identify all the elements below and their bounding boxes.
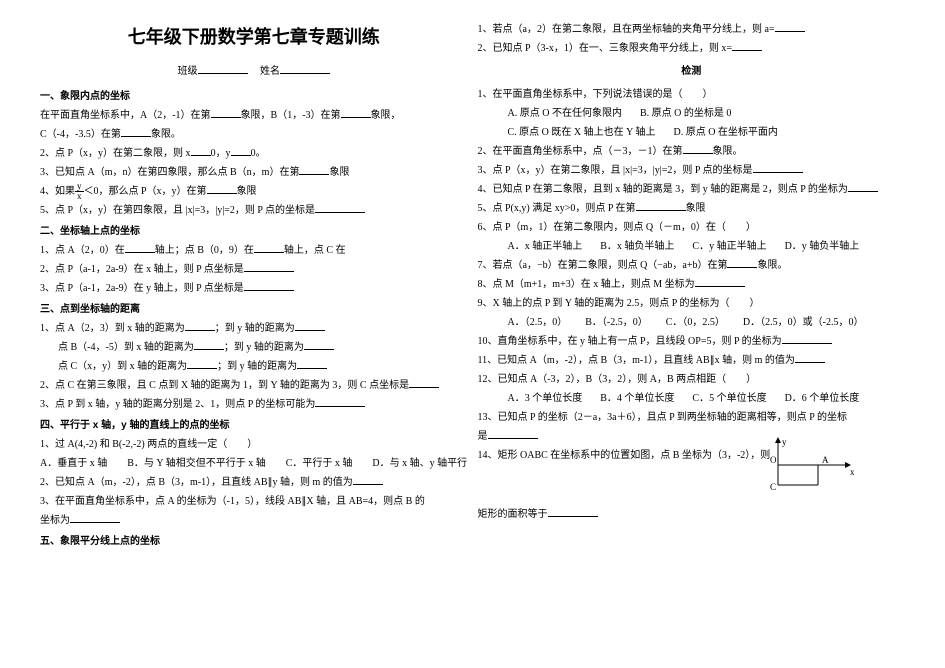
doc-title: 七年级下册数学第七章专题训练 <box>40 20 468 54</box>
coordinate-diagram: y x O A C <box>758 435 858 505</box>
s1-1-cont: C（-4，-3.5）在第象限。 <box>40 125 468 144</box>
t5: 5、点 P(x,y) 满足 xy>0，则点 P 在第象限 <box>478 199 906 218</box>
x-label: x <box>850 467 855 477</box>
s4-3b: 坐标为 <box>40 511 468 530</box>
t3: 3、点 P（x，y）在第二象限，且 |x|=3，|y|=2，则 P 点的坐标是 <box>478 161 906 180</box>
section4-head: 四、平行于 x 轴，y 轴的直线上的点的坐标 <box>40 416 468 435</box>
t12-opts: A．3 个单位长度B．4 个单位长度C．5 个单位长度D．6 个单位长度 <box>478 389 906 408</box>
section5-head: 五、象限平分线上点的坐标 <box>40 532 468 551</box>
s2-3: 3、点 P（a-1，2a-9）在 y 轴上，则 P 点坐标是 <box>40 279 468 298</box>
s3-1a: 1、点 A（2，3）到 x 轴的距离为；到 y 轴的距离为 <box>40 319 468 338</box>
s1-4: 4、如果yx＜0，那么点 P（x，y）在第象限 <box>40 182 468 201</box>
t10: 10、直角坐标系中，在 y 轴上有一点 P，且线段 OP=5，则 P 的坐标为 <box>478 332 906 351</box>
a-label: A <box>822 455 829 465</box>
s4-3: 3、在平面直角坐标系中，点 A 的坐标为（-1，5），线段 AB∥X 轴，且 A… <box>40 492 468 511</box>
page: 七年级下册数学第七章专题训练 班级 姓名 一、象限内点的坐标 在平面直角坐标系中… <box>0 0 945 571</box>
s2-1: 1、点 A（2，0）在轴上；点 B（0，9）在轴上，点 C 在 <box>40 241 468 260</box>
s1-5: 5、点 P（x，y）在第四象限，且 |x|=3，|y|=2，则 P 点的坐标是 <box>40 201 468 220</box>
t12: 12、已知点 A（-3，2），B（3，2），则 A，B 两点相距（ ） <box>478 370 906 389</box>
t11: 11、已知点 A（m，-2），点 B（3，m-1），且直线 AB∥x 轴，则 m… <box>478 351 906 370</box>
s3-1c: 点 C（x，y）到 x 轴的距离为；到 y 轴的距离为 <box>40 357 468 376</box>
name-label: 姓名 <box>260 66 280 77</box>
axes-icon: y x O A C <box>758 435 858 505</box>
s4-1: 1、过 A(4,-2) 和 B(-2,-2) 两点的直线一定（ ） <box>40 435 468 454</box>
s2-2: 2、点 P（a-1，2a-9）在 x 轴上，则 P 点坐标是 <box>40 260 468 279</box>
t1-opts1: A. 原点 O 不在任何象限内B. 原点 O 的坐标是 0 <box>478 104 906 123</box>
s3-2: 2、点 C 在第三象限，且 C 点到 X 轴的距离为 1，到 Y 轴的距离为 3… <box>40 376 468 395</box>
r1: 1、若点（a，2）在第二象限，且在两坐标轴的夹角平分线上，则 a= <box>478 20 906 39</box>
t9: 9、X 轴上的点 P 到 Y 轴的距离为 2.5，则点 P 的坐标为（ ） <box>478 294 906 313</box>
s4-2: 2、已知点 A（m，-2），点 B（3，m-1），且直线 AB∥y 轴，则 m … <box>40 473 468 492</box>
c-label: C <box>770 482 776 492</box>
r2: 2、已知点 P（3-x，1）在一、三象限夹角平分线上，则 x= <box>478 39 906 58</box>
t2: 2、在平面直角坐标系中，点（－3，－1）在第象限。 <box>478 142 906 161</box>
t13: 13、已知点 P 的坐标（2－a，3a＋6），且点 P 到两坐标轴的距离相等，则… <box>478 408 906 427</box>
o-label: O <box>770 455 777 465</box>
doc-header: 班级 姓名 <box>40 62 468 81</box>
section2-head: 二、坐标轴上点的坐标 <box>40 222 468 241</box>
y-label: y <box>782 437 787 447</box>
right-column: 1、若点（a，2）在第二象限，且在两坐标轴的夹角平分线上，则 a= 2、已知点 … <box>478 20 906 551</box>
fraction-icon: yx <box>75 182 84 201</box>
s4-1-opts: A．垂直于 x 轴 B．与 Y 轴相交但不平行于 x 轴 C．平行于 x 轴 D… <box>40 454 468 473</box>
section3-head: 三、点到坐标轴的距离 <box>40 300 468 319</box>
section1-head: 一、象限内点的坐标 <box>40 87 468 106</box>
s1-1: 在平面直角坐标系中，A（2，-1）在第象限，B（1，-3）在第象限， <box>40 106 468 125</box>
s3-3: 3、点 P 到 x 轴，y 轴的距离分别是 2、1，则点 P 的坐标可能为 <box>40 395 468 414</box>
name-blank <box>280 63 330 74</box>
s3-1b: 点 B（-4，-5）到 x 轴的距离为；到 y 轴的距离为 <box>40 338 468 357</box>
t9-opts: A．（2.5，0）B．（-2.5，0）C．（0，2.5）D．（2.5，0）或（-… <box>478 313 906 332</box>
class-label: 班级 <box>178 66 198 77</box>
t1-opts2: C. 原点 O 既在 X 轴上也在 Y 轴上D. 原点 O 在坐标平面内 <box>478 123 906 142</box>
s1-2: 2、点 P（x，y）在第二象限，则 x0，y0。 <box>40 144 468 163</box>
class-blank <box>198 63 248 74</box>
test-head: 检测 <box>478 62 906 81</box>
t6-opts: A．x 轴正半轴上B．x 轴负半轴上C．y 轴正半轴上D．y 轴负半轴上 <box>478 237 906 256</box>
t4: 4、已知点 P 在第二象限，且到 x 轴的距离是 3，到 y 轴的距离是 2，则… <box>478 180 906 199</box>
left-column: 七年级下册数学第七章专题训练 班级 姓名 一、象限内点的坐标 在平面直角坐标系中… <box>40 20 468 551</box>
s1-3: 3、已知点 A（m，n）在第四象限，那么点 B（n，m）在第象限 <box>40 163 468 182</box>
t14b: 矩形的面积等于 <box>478 505 906 524</box>
t6: 6、点 P（m，1）在第二象限内，则点 Q（－m，0）在（ ） <box>478 218 906 237</box>
t1: 1、在平面直角坐标系中，下列说法错误的是（ ） <box>478 85 906 104</box>
t7: 7、若点（a，−b）在第二象限，则点 Q（−ab，a+b）在第象限。 <box>478 256 906 275</box>
t8: 8、点 M（m+1，m+3）在 x 轴上，则点 M 坐标为 <box>478 275 906 294</box>
